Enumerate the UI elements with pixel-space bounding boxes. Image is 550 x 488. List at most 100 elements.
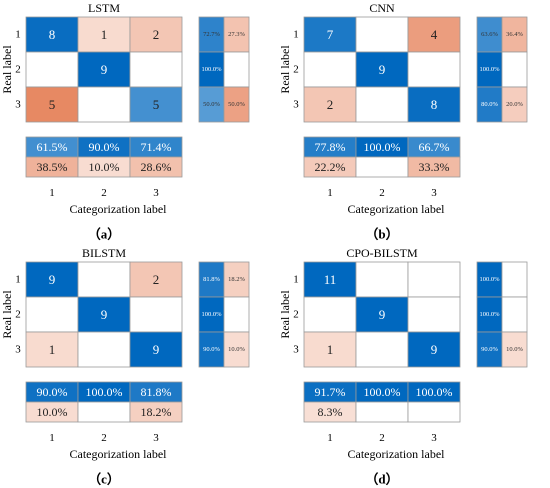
row-summary-value: 100.0% (479, 66, 500, 73)
y-tick-label: 3 (15, 99, 21, 111)
matrix-cell (77, 16, 131, 53)
col-summary-value: 66.7% (419, 140, 450, 154)
matrix-cell (77, 261, 131, 298)
x-tick-label: 3 (431, 187, 437, 199)
matrix-cell (407, 51, 461, 88)
col-summary-value: 10.0% (89, 160, 120, 174)
row-summary-cell (501, 296, 528, 333)
matrix-cell-value: 9 (101, 62, 108, 77)
y-tick-label: 1 (15, 29, 21, 41)
y-tick-label: 2 (293, 309, 299, 321)
y-tick-label: 1 (15, 274, 21, 286)
matrix-cell-value: 1 (101, 27, 108, 42)
row-summary-value: 63.6% (481, 31, 498, 38)
y-tick-label: 1 (293, 274, 299, 286)
row-summary-cell (223, 86, 250, 123)
panel-label: （c） (88, 472, 120, 487)
matrix-cell (407, 16, 461, 53)
row-summary-value: 81.8% (203, 276, 220, 283)
col-summary-value: 10.0% (37, 405, 68, 419)
chart-title: LSTM (88, 1, 120, 15)
y-tick-label: 2 (15, 309, 21, 321)
matrix-cell-value: 8 (49, 27, 56, 42)
y-tick-label: 3 (293, 344, 299, 356)
matrix-cell-value: 5 (153, 97, 160, 112)
col-summary-value: 71.4% (141, 140, 172, 154)
y-axis-label: Real label (278, 290, 292, 339)
panel-label: （a） (88, 227, 121, 242)
row-summary-cell (501, 16, 528, 53)
y-tick-label: 3 (293, 99, 299, 111)
matrix-cell (303, 51, 357, 88)
matrix-cell (407, 86, 461, 123)
matrix-cell-value: 9 (101, 307, 108, 322)
matrix-cell (77, 296, 131, 333)
matrix-cell-value: 2 (153, 272, 160, 287)
matrix-cell (25, 86, 79, 123)
matrix-cell (129, 51, 183, 88)
matrix-cell-value: 9 (379, 307, 386, 322)
matrix-cell-value: 4 (431, 27, 438, 42)
col-summary-cell (355, 401, 409, 423)
matrix-cell (303, 296, 357, 333)
matrix-cell-value: 2 (153, 27, 160, 42)
col-summary-value: 100.0% (86, 385, 123, 399)
matrix-cell (25, 296, 79, 333)
row-summary-cell (476, 86, 503, 123)
x-tick-label: 1 (49, 432, 55, 444)
y-tick-label: 3 (15, 344, 21, 356)
matrix-cell (25, 51, 79, 88)
matrix-cell (355, 331, 409, 368)
col-summary-cell (355, 156, 409, 178)
matrix-cell (129, 331, 183, 368)
y-tick-label: 2 (15, 64, 21, 76)
x-tick-label: 2 (379, 187, 385, 199)
col-summary-value: 100.0% (364, 385, 401, 399)
row-summary-value: 50.0% (228, 101, 245, 108)
matrix-cell (77, 331, 131, 368)
x-axis-label: Categorization label (348, 202, 446, 216)
matrix-cell (129, 16, 183, 53)
y-tick-label: 1 (293, 29, 299, 41)
matrix-cell (355, 16, 409, 53)
row-summary-cell (501, 86, 528, 123)
matrix-cell (407, 331, 461, 368)
y-tick-label: 2 (293, 64, 299, 76)
row-summary-cell (198, 261, 225, 298)
matrix-cell (303, 331, 357, 368)
row-summary-value: 27.3% (228, 31, 245, 38)
row-summary-cell (476, 16, 503, 53)
matrix-cell (355, 51, 409, 88)
matrix-cell (129, 296, 183, 333)
row-summary-cell (501, 331, 528, 368)
matrix-cell-value: 7 (327, 27, 334, 42)
row-summary-value: 100.0% (479, 276, 500, 283)
col-summary-value: 8.3% (318, 405, 343, 419)
matrix-cell (303, 86, 357, 123)
col-summary-value: 28.6% (141, 160, 172, 174)
row-summary-cell (476, 261, 503, 298)
row-summary-cell (223, 331, 250, 368)
matrix-cell-value: 11 (324, 272, 337, 287)
row-summary-value: 72.7% (203, 31, 220, 38)
matrix-cell (25, 16, 79, 53)
row-summary-value: 100.0% (201, 66, 222, 73)
y-axis-label: Real label (0, 290, 14, 339)
x-tick-label: 3 (153, 432, 159, 444)
col-summary-value: 81.8% (141, 385, 172, 399)
matrix-cell (407, 261, 461, 298)
panel-label: （b） (365, 227, 398, 242)
panel-label: （d） (365, 472, 398, 487)
matrix-cell (129, 86, 183, 123)
col-summary-value: 33.3% (419, 160, 450, 174)
col-summary-cell (77, 401, 131, 423)
x-tick-label: 3 (153, 187, 159, 199)
col-summary-cell (407, 156, 461, 178)
col-summary-value: 90.0% (89, 140, 120, 154)
matrix-cell (77, 86, 131, 123)
matrix-cell-value: 9 (379, 62, 386, 77)
row-summary-value: 90.0% (481, 346, 498, 353)
col-summary-value: 18.2% (141, 405, 172, 419)
x-tick-label: 1 (327, 187, 333, 199)
